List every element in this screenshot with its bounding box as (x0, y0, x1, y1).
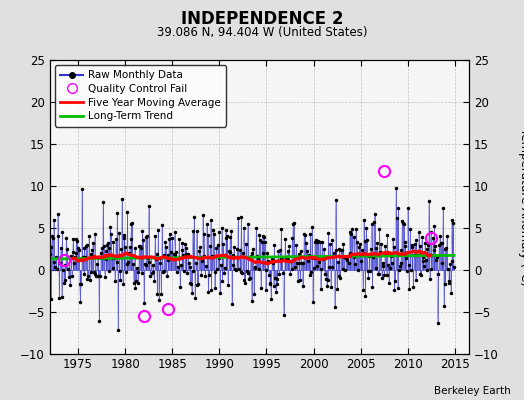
Text: 39.086 N, 94.404 W (United States): 39.086 N, 94.404 W (United States) (157, 26, 367, 39)
Y-axis label: Temperature Anomaly (°C): Temperature Anomaly (°C) (518, 128, 524, 286)
Text: INDEPENDENCE 2: INDEPENDENCE 2 (181, 10, 343, 28)
Text: Berkeley Earth: Berkeley Earth (434, 386, 511, 396)
Legend: Raw Monthly Data, Quality Control Fail, Five Year Moving Average, Long-Term Tren: Raw Monthly Data, Quality Control Fail, … (55, 65, 226, 126)
